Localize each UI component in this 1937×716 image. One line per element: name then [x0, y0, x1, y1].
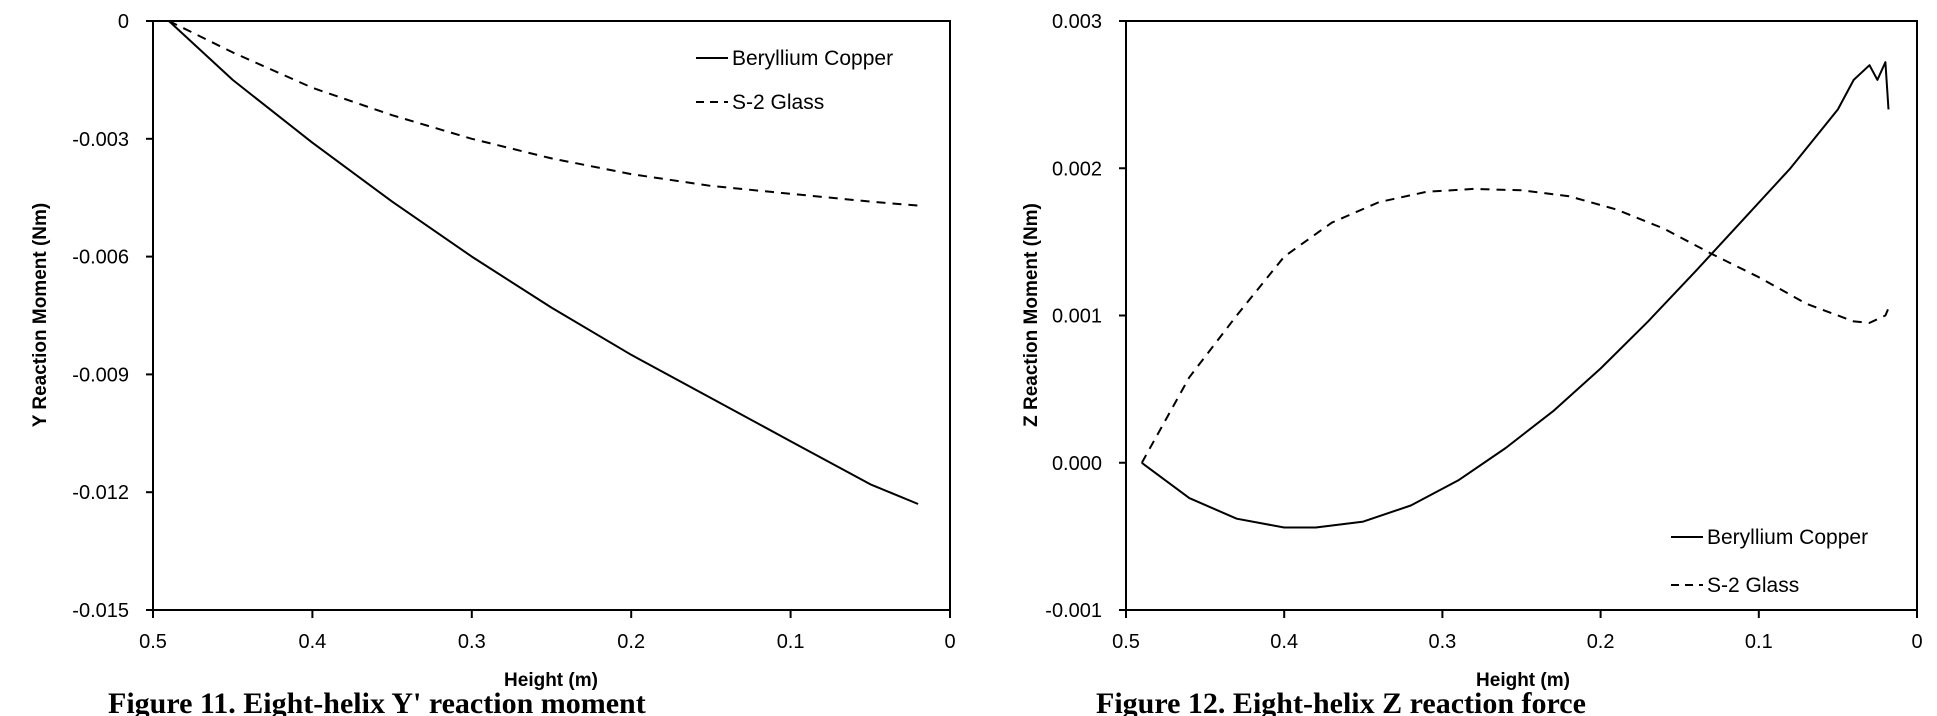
chart2-x-ticks: 0.5 0.4 0.3 0.2 0.1 0	[1112, 610, 1923, 653]
chart2-series-s-2-glass	[1140, 187, 1890, 464]
chart1-x-tick-label: 0.4	[298, 631, 326, 653]
chart1-y-tick-label: 0	[118, 11, 129, 33]
chart2-y-tick-label: -0.001	[1045, 600, 1102, 622]
chart1-y-tick-label: -0.003	[72, 129, 129, 151]
chart1-x-ticks: 0.5 0.4 0.3 0.2 0.1 0	[139, 610, 956, 653]
chart2-x-tick-label: 0.3	[1428, 631, 1456, 653]
chart2-series-beryllium-copper	[1141, 61, 1890, 529]
chart1-x-tick-label: 0.3	[458, 631, 486, 653]
chart2-y-tick-label: 0.003	[1052, 11, 1102, 33]
chart1-series	[168, 20, 919, 505]
chart2-legend: Beryllium Copper S-2 Glass	[1671, 526, 1868, 597]
chart1-legend-label-beryllium-copper: Beryllium Copper	[732, 47, 893, 70]
chart2-x-axis-label: Height (m)	[1476, 670, 1570, 691]
chart1-y-ticks: 0 -0.003 -0.006 -0.009 -0.012 -0.015	[72, 11, 153, 622]
chart1-x-tick-label: 0	[944, 631, 955, 653]
chart2-x-tick-label: 0	[1911, 631, 1922, 653]
chart1-x-tick-label: 0.1	[777, 631, 805, 653]
chart1-legend: Beryllium Copper S-2 Glass	[696, 47, 893, 114]
chart2-y-tick-label: 0.000	[1052, 453, 1102, 475]
chart2-y-axis-label: Z Reaction Moment (Nm)	[1021, 203, 1042, 427]
chart2-legend-label-s2-glass: S-2 Glass	[1707, 574, 1799, 597]
chart1-y-tick-label: -0.015	[72, 600, 129, 622]
chart1-y-axis-label: Y Reaction Moment (Nm)	[30, 203, 51, 428]
chart2-plot-frame	[1125, 20, 1918, 611]
chart2-series	[1140, 61, 1890, 529]
chart1-y-tick-label: -0.009	[72, 364, 129, 386]
figure-12-caption: Figure 12. Eight-helix Z reaction force	[1096, 687, 1586, 716]
chart1-series-beryllium-copper	[168, 20, 919, 505]
chart2-y-tick-label: 0.001	[1052, 306, 1102, 328]
chart1-plot-frame	[152, 20, 951, 611]
chart1-y-tick-label: -0.012	[72, 482, 129, 504]
chart2-x-tick-label: 0.1	[1745, 631, 1773, 653]
chart2-x-tick-label: 0.2	[1587, 631, 1615, 653]
chart1-y-tick-label: -0.006	[72, 247, 129, 269]
chart-y-reaction-moment: 0-0.003-0.006-0.009-0.012-0.015 0.5 0.4 0.…	[30, 11, 956, 716]
chart2-y-tick-label: 0.002	[1052, 158, 1102, 180]
chart1-series-s-2-glass	[168, 20, 919, 207]
chart1-legend-label-s2-glass: S-2 Glass	[732, 91, 824, 114]
chart2-legend-label-beryllium-copper: Beryllium Copper	[1707, 526, 1868, 549]
chart1-x-axis-label: Height (m)	[504, 670, 598, 691]
chart1-x-tick-label: 0.5	[139, 631, 167, 653]
figure-11-caption: Figure 11. Eight-helix Y' reaction momen…	[108, 687, 646, 716]
chart2-x-tick-label: 0.5	[1112, 631, 1140, 653]
chart2-y-ticks: 0.003 0.002 0.001 0.000 -0.001	[1045, 11, 1126, 622]
chart1-x-tick-label: 0.2	[617, 631, 645, 653]
chart2-x-tick-label: 0.4	[1270, 631, 1298, 653]
